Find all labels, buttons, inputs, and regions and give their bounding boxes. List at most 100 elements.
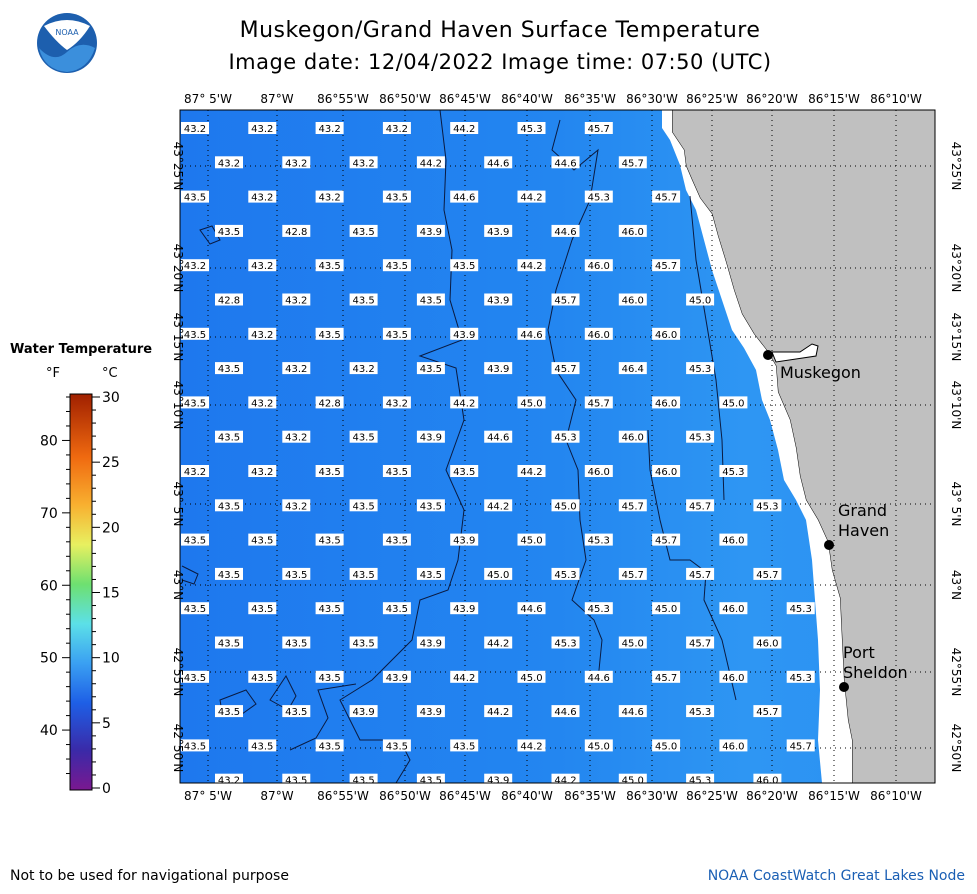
temperature-value: 43.5 <box>386 261 408 272</box>
temperature-value: 43.9 <box>453 604 475 615</box>
temperature-value: 45.3 <box>790 604 812 615</box>
temperature-value: 44.6 <box>520 604 542 615</box>
latitude-label: 43°25'N <box>171 142 185 191</box>
temperature-value: 43.9 <box>453 536 475 547</box>
temperature-label-box <box>753 567 782 580</box>
longitude-label: 87°W <box>260 92 293 106</box>
temperature-value: 45.3 <box>689 707 711 718</box>
map-subtitle: Image date: 12/04/2022 Image time: 07:50… <box>228 50 772 74</box>
temperature-value: 43.2 <box>352 158 374 169</box>
temperature-value: 45.7 <box>655 673 677 684</box>
temperature-label-box <box>248 465 277 477</box>
legend-unit-c: °C <box>102 366 118 381</box>
temperature-label-box <box>349 705 378 718</box>
temperature-label-box <box>181 670 209 683</box>
temperature-value: 44.6 <box>487 158 509 169</box>
longitude-label: 86°25'W <box>686 789 738 803</box>
latitude-label: 43° 5'N <box>171 482 185 527</box>
temperature-label-box <box>686 430 715 443</box>
temperature-label-box <box>686 567 715 580</box>
temperature-value: 45.3 <box>756 501 778 512</box>
temperature-label-box <box>719 739 748 752</box>
temperature-value: 43.5 <box>352 227 374 238</box>
latitude-label: 42°50'N <box>949 724 963 773</box>
legend-f-tick: 80 <box>40 433 58 449</box>
temperature-value: 45.3 <box>689 776 711 787</box>
longitude-label: 86°30'W <box>626 92 678 106</box>
temperature-value: 44.6 <box>520 330 542 341</box>
temperature-label-box <box>618 567 647 580</box>
longitude-label: 86°20'W <box>746 92 798 106</box>
place-name: Grand <box>838 501 887 520</box>
temperature-value: 43.2 <box>218 776 240 787</box>
latitude-label: 43°10'N <box>949 381 963 430</box>
temperature-value: 45.0 <box>588 741 610 752</box>
temperature-value: 44.2 <box>520 261 542 272</box>
temperature-value: 45.7 <box>756 570 778 581</box>
temperature-label-box <box>282 705 311 718</box>
temperature-value: 43.5 <box>420 296 442 307</box>
temperature-label-box <box>719 670 748 683</box>
temperature-label-box <box>382 396 411 409</box>
temperature-label-box <box>215 430 243 443</box>
temperature-value: 45.7 <box>655 536 677 547</box>
temperature-value: 43.5 <box>386 330 408 341</box>
longitude-label: 86°45'W <box>439 92 491 106</box>
temperature-value: 44.6 <box>453 193 475 204</box>
temperature-value: 43.2 <box>285 158 307 169</box>
temperature-label-box <box>282 499 311 512</box>
temperature-value: 44.2 <box>487 639 509 650</box>
temperature-value: 45.3 <box>588 193 610 204</box>
temperature-value: 45.7 <box>790 741 812 752</box>
temperature-value: 43.5 <box>352 776 374 787</box>
temperature-label-box <box>181 327 209 340</box>
temperature-label-box <box>584 602 613 615</box>
temperature-label-box <box>382 327 411 340</box>
temperature-value: 43.5 <box>184 604 206 615</box>
temperature-value: 45.0 <box>689 296 711 307</box>
temperature-value: 43.2 <box>251 467 273 478</box>
isotherm-line <box>289 683 357 751</box>
temperature-label-box <box>584 739 613 752</box>
temperature-label-box <box>349 156 378 169</box>
latitude-label: 42°50'N <box>171 724 185 773</box>
temperature-value: 43.5 <box>386 193 408 204</box>
temperature-value: 43.5 <box>251 673 273 684</box>
temperature-label-box <box>181 739 209 752</box>
temperature-label-box <box>282 636 311 649</box>
temperature-label-box <box>652 670 681 683</box>
temperature-label-box <box>282 430 311 443</box>
isotherm-line <box>689 195 725 501</box>
longitude-label: 86°35'W <box>564 789 616 803</box>
temperature-label-box <box>584 465 613 477</box>
temperature-value: 43.5 <box>184 330 206 341</box>
temperature-value: 43.9 <box>386 673 408 684</box>
temperature-label-box <box>517 259 546 272</box>
temperature-value: 45.3 <box>722 467 744 478</box>
temperature-label-box <box>382 670 411 683</box>
legend-c-tick: 0 <box>102 781 111 797</box>
latitude-label: 42°55'N <box>949 648 963 697</box>
temperature-label-box <box>517 670 546 683</box>
temperature-value: 43.5 <box>453 741 475 752</box>
temperature-label-box <box>315 670 344 683</box>
city-dot-icon <box>824 540 834 550</box>
temperature-value: 43.5 <box>218 364 240 375</box>
temperature-value: 43.5 <box>285 707 307 718</box>
temperature-value: 43.5 <box>352 501 374 512</box>
temperature-label-box <box>181 122 209 134</box>
isotherm-line <box>647 429 737 701</box>
temperature-label-box <box>416 636 445 649</box>
temperature-value: 43.5 <box>420 364 442 375</box>
temperature-value: 43.2 <box>251 261 273 272</box>
place-name: Port <box>843 643 875 662</box>
temperature-label-box <box>753 499 782 512</box>
temperature-value: 43.5 <box>251 536 273 547</box>
temperature-label-box <box>584 533 613 546</box>
temperature-value: 45.7 <box>622 570 644 581</box>
temperature-label-box <box>551 705 580 718</box>
temperature-label-box <box>215 567 243 580</box>
temperature-value: 45.7 <box>554 364 576 375</box>
temperature-value: 46.0 <box>622 296 644 307</box>
temperature-value: 46.0 <box>722 536 744 547</box>
